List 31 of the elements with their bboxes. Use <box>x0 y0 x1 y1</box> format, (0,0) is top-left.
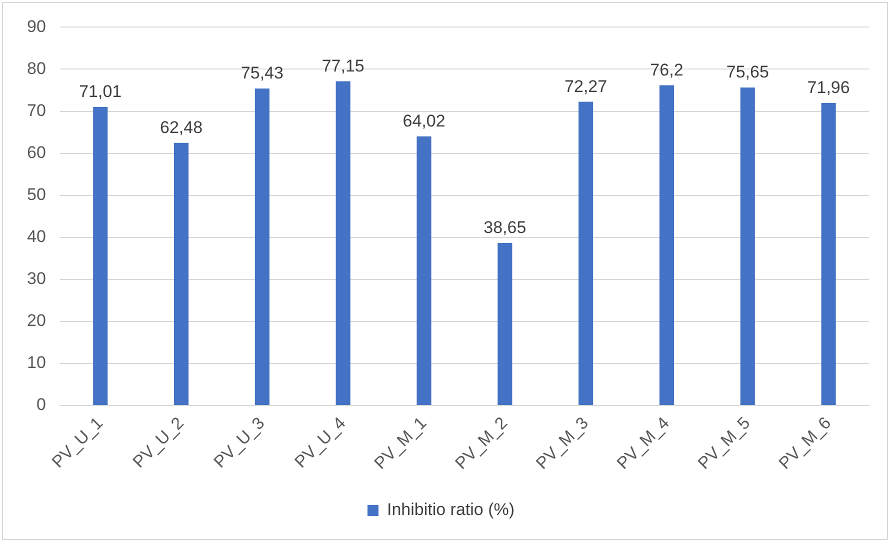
y-tick-label: 50 <box>26 185 46 204</box>
data-label: 75,65 <box>726 62 769 82</box>
bar <box>336 81 350 405</box>
y-tick-label: 70 <box>26 100 46 120</box>
bar <box>174 142 189 405</box>
data-label: 77,15 <box>322 56 364 76</box>
bar <box>416 136 432 405</box>
y-tick-label: 90 <box>26 16 46 36</box>
y-tick-label: 20 <box>26 311 46 330</box>
bar <box>659 85 674 405</box>
data-label: 71,96 <box>807 78 850 98</box>
data-label: 64,02 <box>402 112 446 131</box>
bar <box>578 102 594 405</box>
bar <box>498 243 512 405</box>
data-label: 76,2 <box>650 60 684 80</box>
data-label: 72,27 <box>564 76 608 96</box>
y-tick-label: 30 <box>26 269 46 288</box>
bar <box>821 103 836 405</box>
legend-label: Inhibitio ratio (%) <box>386 500 515 520</box>
y-tick-label: 10 <box>26 353 46 372</box>
y-tick-label: 80 <box>26 58 46 78</box>
y-tick-label: 60 <box>26 142 46 162</box>
y-tick-label: 0 <box>36 395 46 414</box>
data-label: 62,48 <box>160 118 203 138</box>
bar <box>740 88 755 405</box>
bar <box>93 107 108 405</box>
y-tick-label: 40 <box>26 227 46 246</box>
data-label: 38,65 <box>484 218 526 238</box>
bar <box>254 88 270 405</box>
data-label: 75,43 <box>240 64 284 83</box>
data-label: 71,01 <box>79 82 122 102</box>
